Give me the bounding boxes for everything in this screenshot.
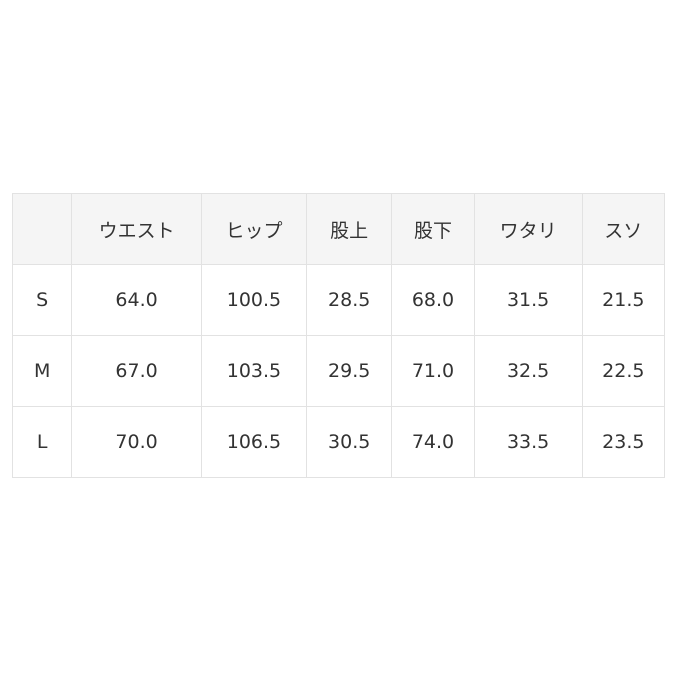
table-row: S 64.0 100.5 28.5 68.0 31.5 21.5	[11, 264, 666, 336]
table-cell: 31.5	[473, 264, 583, 336]
table-cell: 23.5	[581, 406, 666, 478]
table-cell: 28.5	[306, 264, 393, 336]
header-cell: 股下	[391, 193, 475, 265]
table-row: L 70.0 106.5 30.5 74.0 33.5 23.5	[11, 406, 666, 478]
header-cell: ウエスト	[71, 193, 202, 265]
size-label: L	[11, 406, 73, 478]
header-cell: ヒップ	[200, 193, 308, 265]
table-cell: 64.0	[71, 264, 202, 336]
header-row: ウエスト ヒップ 股上 股下 ワタリ スソ	[11, 193, 666, 265]
size-label: M	[11, 335, 73, 407]
size-label: S	[11, 264, 73, 336]
table-cell: 21.5	[581, 264, 666, 336]
table-cell: 22.5	[581, 335, 666, 407]
table-cell: 103.5	[200, 335, 308, 407]
table-cell: 74.0	[391, 406, 475, 478]
table-cell: 68.0	[391, 264, 475, 336]
table-cell: 29.5	[306, 335, 393, 407]
table-cell: 67.0	[71, 335, 202, 407]
table-cell: 100.5	[200, 264, 308, 336]
table-cell: 33.5	[473, 406, 583, 478]
header-cell: 股上	[306, 193, 393, 265]
table-cell: 70.0	[71, 406, 202, 478]
header-cell: スソ	[581, 193, 666, 265]
table-cell: 106.5	[200, 406, 308, 478]
size-table: ウエスト ヒップ 股上 股下 ワタリ スソ S 64.0 100.5 28.5 68.0…	[11, 193, 666, 478]
table-row: M 67.0 103.5 29.5 71.0 32.5 22.5	[11, 335, 666, 407]
table-cell: 71.0	[391, 335, 475, 407]
table-cell: 32.5	[473, 335, 583, 407]
header-cell: ワタリ	[473, 193, 583, 265]
table-cell: 30.5	[306, 406, 393, 478]
header-cell	[11, 193, 73, 265]
